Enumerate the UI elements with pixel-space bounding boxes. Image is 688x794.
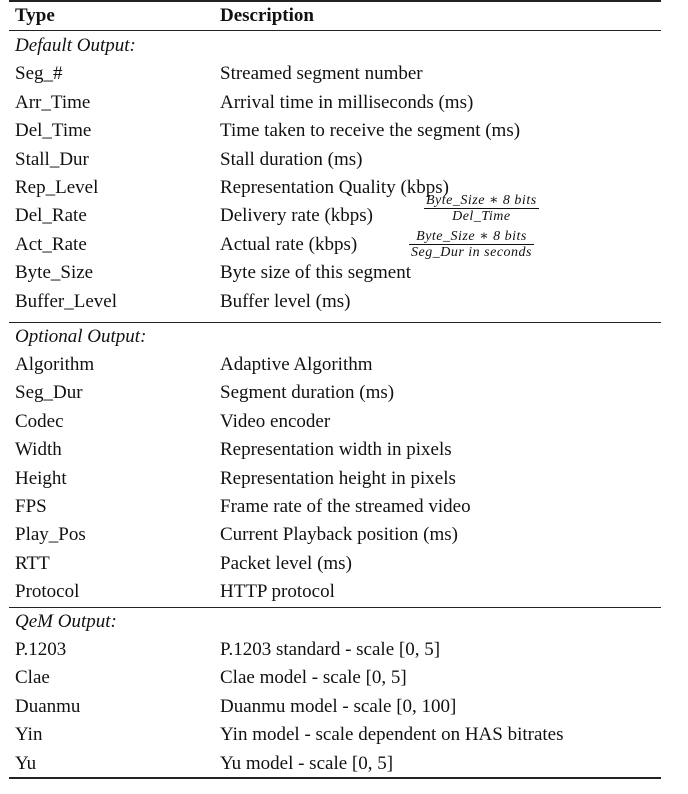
row-type: Del_Rate [15, 205, 87, 227]
row-description: Time taken to receive the segment (ms) [220, 120, 521, 142]
table-row: P.1203 P.1203 standard - scale [0, 5] [9, 636, 661, 664]
section-title-text: Default Output: [15, 35, 136, 56]
row-type: P.1203 [15, 638, 67, 660]
row-description: Current Playback position (ms) [220, 524, 458, 546]
row-description: Packet level (ms) [220, 552, 352, 574]
table-row: Act_Rate Actual rate (kbps) Byte_Size ∗ 8 … [9, 229, 661, 260]
table-row: Del_Rate Delivery rate (kbps) Byte_Size ∗ … [9, 193, 661, 230]
row-type: Act_Rate [15, 233, 87, 255]
row-description: Adaptive Algorithm [220, 353, 373, 375]
row-type: Yin [15, 724, 43, 746]
section-title: QeM Output: [9, 608, 661, 636]
header-type: Type [15, 5, 55, 26]
formula: Byte_Size ∗ 8 bits Seg_Dur in seconds [409, 229, 534, 260]
row-type: Width [15, 439, 62, 461]
row-type: Seg_Dur [15, 382, 83, 404]
table-row: Rep_Level Representation Quality (kbps) [9, 174, 661, 202]
table-row: Del_Time Time taken to receive the segmen… [9, 117, 661, 145]
row-type: Yu [15, 752, 37, 774]
row-description: Video encoder [220, 410, 331, 432]
row-description: Yu model - scale [0, 5] [220, 752, 394, 774]
table-row: Yin Yin model - scale dependent on HAS bi… [9, 721, 661, 749]
row-description: Frame rate of the streamed video [220, 495, 471, 517]
table-row: Byte_Size Byte size of this segment [9, 259, 661, 287]
formula-numerator: Byte_Size ∗ 8 bits [416, 228, 527, 244]
table-row: Yu Yu model - scale [0, 5] [9, 750, 661, 778]
row-type: Rep_Level [15, 177, 99, 198]
header-description: Description [220, 5, 314, 26]
row-type: Algorithm [15, 353, 95, 375]
table-row: Codec Video encoder [9, 408, 661, 436]
row-description: Representation Quality (kbps) [220, 177, 450, 198]
row-type: Play_Pos [15, 524, 86, 546]
bottom-rule [9, 777, 661, 779]
row-type: Byte_Size [15, 262, 94, 284]
section-rule [9, 321, 661, 323]
row-description: Yin model - scale dependent on HAS bitra… [220, 724, 564, 746]
section-title: Optional Output: [9, 323, 661, 351]
row-type: Del_Time [15, 120, 92, 142]
table-row: Play_Pos Current Playback position (ms) [9, 521, 661, 549]
row-type: FPS [15, 495, 47, 517]
table-row: Seg_# Streamed segment number [9, 60, 661, 88]
section-title-text: QeM Output: [15, 610, 117, 632]
row-description: Stall duration (ms) [220, 148, 363, 170]
row-description: P.1203 standard - scale [0, 5] [220, 638, 441, 660]
table-row: Height Representation height in pixels [9, 465, 661, 493]
formula: Byte_Size ∗ 8 bits Del_Time [424, 193, 539, 224]
section-title-text: Optional Output: [15, 325, 147, 347]
top-rule [9, 0, 661, 2]
table-row: Clae Clae model - scale [0, 5] [9, 664, 661, 692]
section-rule [9, 606, 661, 608]
row-description: Representation width in pixels [220, 439, 452, 461]
table-row: FPS Frame rate of the streamed video [9, 493, 661, 521]
row-type: Buffer_Level [15, 290, 117, 312]
row-type: Height [15, 467, 67, 489]
table-row: Duanmu Duanmu model - scale [0, 100] [9, 693, 661, 721]
row-description: Streamed segment number [220, 63, 423, 85]
row-type: Seg_# [15, 63, 63, 85]
row-type: Duanmu [15, 695, 81, 717]
header-rule [9, 30, 661, 31]
row-description: Representation height in pixels [220, 467, 456, 489]
table-row: Seg_Dur Segment duration (ms) [9, 379, 661, 407]
formula-denominator: Seg_Dur in seconds [411, 244, 532, 260]
row-description: HTTP protocol [220, 581, 335, 603]
fraction-bar [409, 243, 534, 245]
formula-numerator: Byte_Size ∗ 8 bits [426, 193, 537, 209]
row-type: Arr_Time [15, 91, 91, 113]
row-description: Actual rate (kbps) [220, 233, 358, 255]
table-row: Algorithm Adaptive Algorithm [9, 351, 661, 379]
table-row: Width Representation width in pixels [9, 436, 661, 464]
row-description: Duanmu model - scale [0, 100] [220, 695, 457, 717]
row-description: Delivery rate (kbps) [220, 205, 373, 227]
row-type: Codec [15, 410, 64, 432]
row-description: Clae model - scale [0, 5] [220, 667, 407, 689]
table-row: Protocol HTTP protocol [9, 578, 661, 606]
table-row: RTT Packet level (ms) [9, 550, 661, 578]
table-row: Stall_Dur Stall duration (ms) [9, 146, 661, 174]
row-description: Arrival time in milliseconds (ms) [220, 91, 474, 113]
row-type: Clae [15, 667, 50, 689]
table-row: Buffer_Level Buffer level (ms) [9, 288, 661, 316]
table-row: Arr_Time Arrival time in milliseconds (ms… [9, 89, 661, 117]
row-description: Segment duration (ms) [220, 382, 395, 404]
row-type: Stall_Dur [15, 148, 89, 170]
formula-denominator: Del_Time [452, 209, 511, 225]
row-description: Byte size of this segment [220, 262, 412, 284]
section-title: Default Output: [9, 32, 661, 60]
fraction-bar [424, 208, 539, 210]
row-description: Buffer level (ms) [220, 290, 351, 312]
row-type: RTT [15, 552, 50, 574]
row-type: Protocol [15, 581, 80, 603]
header-row: Type Description [9, 2, 661, 30]
